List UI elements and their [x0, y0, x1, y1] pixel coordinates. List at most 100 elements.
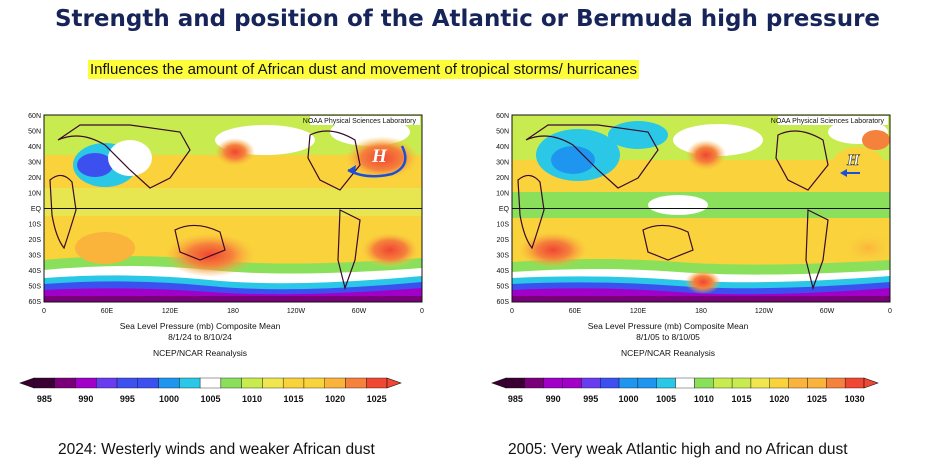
colorbar-label: 1025 — [807, 394, 827, 404]
high-pressure-label: H — [371, 146, 388, 167]
colorbar-2005: 985 990 995 1000 1005 1010 1015 1020 1025 1030 — [490, 376, 880, 406]
colorbar-segment — [75, 377, 97, 389]
arrowhead-icon — [840, 169, 847, 177]
lat-label: 50N — [28, 129, 41, 136]
colorbar-segment — [33, 377, 55, 389]
lat-label: 30N — [496, 160, 509, 167]
lon-label: 120E — [630, 308, 647, 315]
lat-label: EQ — [499, 206, 510, 213]
colorbar-segment — [807, 377, 827, 389]
footer-line: NCEP/NCAR Reanalysis — [153, 348, 247, 358]
lat-label: 10N — [28, 191, 41, 198]
lat-label: 60S — [497, 299, 510, 306]
colorbar-segment — [562, 377, 582, 389]
colorbar-label: 985 — [37, 394, 52, 404]
lat-label: 50N — [496, 129, 509, 136]
colorbar-high-tip — [863, 377, 879, 389]
colorbar-label: 1015 — [284, 394, 304, 404]
colorbar-segment — [844, 377, 865, 389]
lat-label: EQ — [31, 206, 42, 213]
colorbar-label: 1005 — [200, 394, 220, 404]
colorbar-segment — [600, 377, 620, 389]
colorbar-segment — [694, 377, 714, 389]
colorbar-segment — [324, 377, 346, 389]
colorbar-low-tip — [491, 377, 507, 389]
colorbar-segment — [262, 377, 284, 389]
credit-text: NOAA Physical Sciences Laboratory — [303, 118, 417, 125]
colorbar-label: 1010 — [242, 394, 262, 404]
lon-label: 0 — [510, 308, 514, 315]
colorbar-segment — [750, 377, 770, 389]
colorbar-segment — [199, 377, 222, 389]
colorbar-segment — [543, 377, 563, 389]
lon-label: 60W — [820, 308, 835, 315]
colorbar-label: 990 — [546, 394, 561, 404]
lon-label: 180 — [695, 308, 707, 315]
map-panel-2024: NOAA Physical Sciences Laboratory 60N 50… — [10, 110, 430, 365]
lat-label: 40N — [28, 144, 41, 151]
colorbar-label: 1000 — [618, 394, 638, 404]
lon-label: 60W — [352, 308, 367, 315]
arrowhead-icon — [348, 165, 356, 174]
subtitle-highlight: Influences the amount of African dust an… — [88, 60, 639, 79]
colorbar-label: 995 — [583, 394, 598, 404]
colorbar-segment — [618, 377, 639, 389]
lon-label: 0 — [42, 308, 46, 315]
lon-label: 180 — [227, 308, 239, 315]
lat-label: 10S — [497, 222, 510, 229]
lat-label: 20S — [497, 237, 510, 244]
colorbar-label: 1000 — [159, 394, 179, 404]
colorbar-label: 1015 — [732, 394, 752, 404]
high-pressure-label: H — [846, 152, 860, 169]
lon-label: 120W — [755, 308, 774, 315]
colorbar-segment — [731, 377, 752, 389]
colorbar-segment — [220, 377, 242, 389]
map-panel-2005: NOAA Physical Sciences Laboratory 60N 50… — [478, 110, 898, 365]
caption-2024: 2024: Westerly winds and weaker African … — [58, 441, 375, 458]
colorbar-segment — [713, 377, 733, 389]
colorbar-segment — [524, 377, 544, 389]
colorbar-segment — [505, 377, 526, 389]
footer-line: 8/1/05 to 8/10/05 — [636, 332, 700, 342]
colorbar-segment — [96, 377, 118, 389]
lon-label: 60E — [569, 308, 582, 315]
colorbar-segment — [158, 377, 180, 389]
lat-label: 10S — [29, 222, 42, 229]
lat-label: 30S — [29, 253, 42, 260]
colorbar-label: 1010 — [694, 394, 714, 404]
lat-label: 50S — [29, 284, 42, 291]
colorbar-segment — [345, 377, 367, 389]
lat-label: 50S — [497, 284, 510, 291]
colorbar-label: 1030 — [845, 394, 865, 404]
colorbar-segment — [826, 377, 846, 389]
colorbar-segment — [116, 377, 139, 389]
lon-label: 0 — [888, 308, 892, 315]
colorbar-segment — [241, 377, 263, 389]
lat-label: 40N — [496, 144, 509, 151]
colorbar-high-tip — [386, 377, 402, 389]
colorbar-segment — [769, 377, 789, 389]
lat-label: 20S — [29, 237, 42, 244]
colorbar-label: 1020 — [325, 394, 345, 404]
footer-line: Sea Level Pressure (mb) Composite Mean — [120, 321, 281, 331]
colorbar-label: 990 — [78, 394, 93, 404]
colorbar-segment — [788, 377, 808, 389]
colorbar-label: 1005 — [656, 394, 676, 404]
colorbar-segment — [303, 377, 325, 389]
colorbar-segment — [179, 377, 201, 389]
colorbar-segment — [675, 377, 695, 389]
coastline-outlines — [49, 124, 361, 291]
colorbar-segment — [637, 377, 657, 389]
lat-label: 10N — [496, 191, 509, 198]
lat-label: 40S — [497, 268, 510, 275]
colorbar-segment — [656, 377, 676, 389]
colorbar-label: 985 — [508, 394, 523, 404]
footer-line: NCEP/NCAR Reanalysis — [621, 348, 715, 358]
footer-line: 8/1/24 to 8/10/24 — [168, 332, 232, 342]
colorbar-2024: 985 990 995 1000 1005 1010 1015 1020 1025 — [18, 376, 403, 406]
colorbar-segment — [581, 377, 601, 389]
lat-label: 60N — [496, 113, 509, 120]
coastline-outlines — [517, 124, 829, 291]
lat-label: 60S — [29, 299, 42, 306]
page-title: Strength and position of the Atlantic or… — [54, 6, 881, 32]
